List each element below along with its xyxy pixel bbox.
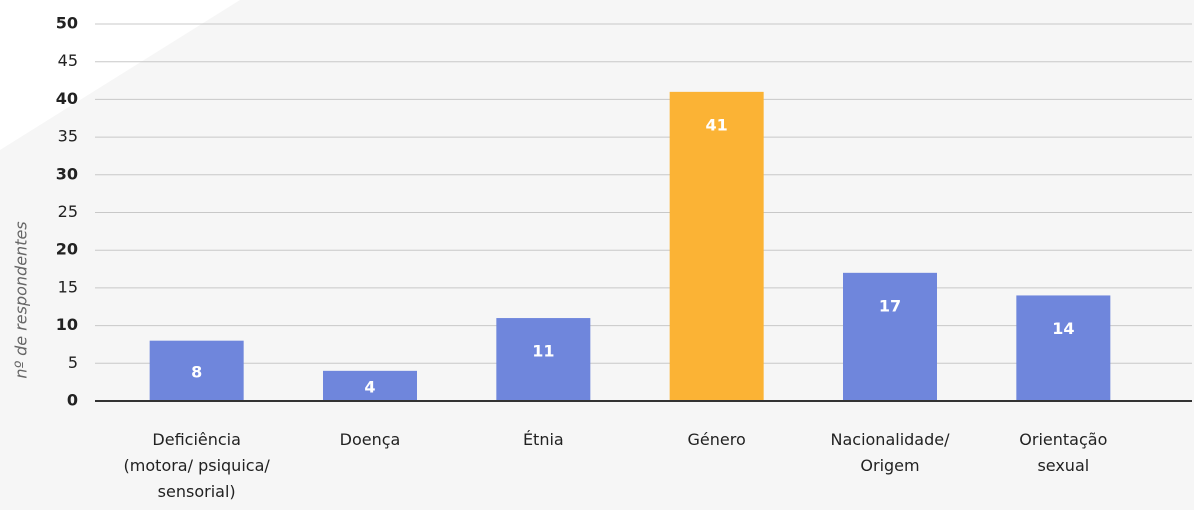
bar — [149, 340, 244, 401]
y-tick-label: 20 — [56, 240, 78, 259]
y-tick-label: 35 — [58, 127, 78, 146]
data-label: 11 — [532, 342, 554, 361]
x-tick-label: Doença — [340, 430, 401, 449]
y-tick-label: 0 — [67, 391, 78, 410]
y-tick-label: 40 — [56, 89, 78, 108]
data-label: 41 — [706, 115, 728, 134]
bar — [669, 91, 764, 402]
bar — [843, 272, 937, 401]
x-tick-label: Étnia — [523, 430, 564, 449]
data-label: 17 — [879, 296, 901, 315]
x-tick-label: Orientação sexual — [1019, 430, 1107, 475]
data-label: 8 — [191, 362, 202, 381]
y-tick-label: 10 — [56, 315, 78, 334]
bar — [496, 318, 591, 401]
y-tick-label: 50 — [56, 14, 78, 33]
y-tick-label: 30 — [56, 164, 78, 183]
bar — [1016, 295, 1111, 401]
y-tick-label: 5 — [68, 353, 78, 372]
y-axis-label: nº de respondentes — [12, 221, 31, 378]
data-label: 4 — [364, 377, 375, 396]
bar — [323, 370, 417, 401]
data-label: 14 — [1052, 319, 1074, 338]
background-corner — [0, 0, 240, 150]
y-tick-label: 25 — [58, 202, 78, 221]
y-tick-label: 15 — [58, 277, 78, 296]
x-tick-label: Género — [688, 430, 746, 449]
x-tick-label: Deficiência (motora/ psiquica/sensorial) — [124, 430, 271, 501]
x-tick-label: Nacionalidade/Origem — [831, 430, 951, 475]
y-tick-label: 45 — [58, 51, 78, 70]
